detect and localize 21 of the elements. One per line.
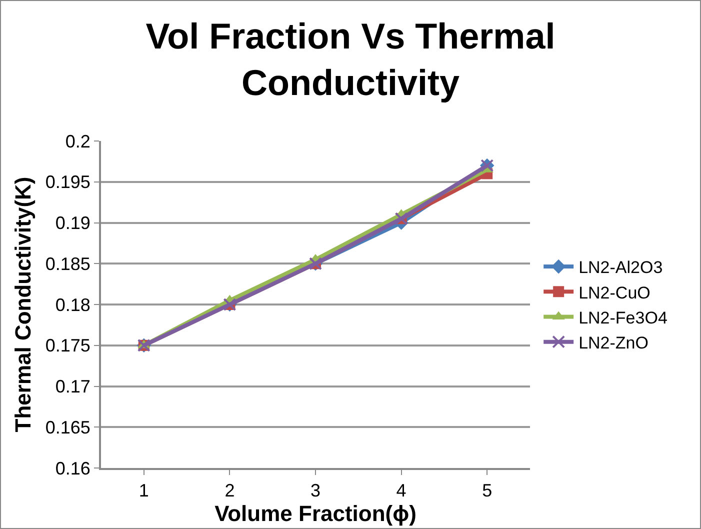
y-tick-label: 0.17	[55, 376, 90, 397]
y-tick-label: 0.195	[45, 172, 90, 192]
x-tick-label: 2	[224, 480, 235, 501]
legend-label: LN2-Al2O3	[578, 258, 663, 278]
y-tick-label: 0.19	[55, 213, 90, 234]
y-tick-label: 0.2	[65, 131, 90, 152]
legend-label: LN2-CuO	[578, 283, 650, 302]
x-tick-label: 3	[310, 480, 321, 501]
y-tick-label: 0.185	[45, 254, 90, 274]
x-tick-label: 4	[396, 480, 406, 501]
y-tick-label: 0.18	[55, 294, 90, 315]
y-tick-label: 0.16	[55, 458, 90, 478]
legend-label: LN2-ZnO	[578, 333, 648, 352]
x-tick-label: 5	[482, 480, 492, 501]
y-axis-title: Thermal Conductivity(K)	[10, 176, 36, 432]
legend-label: LN2-Fe3O4	[578, 308, 668, 328]
y-tick-label: 0.165	[45, 417, 90, 438]
x-axis-title: Volume Fraction(ϕ)	[214, 501, 416, 526]
y-tick-label: 0.175	[45, 336, 90, 356]
chart-title: Vol Fraction Vs Thermal Conductivity	[146, 15, 556, 104]
x-tick-label: 1	[138, 480, 149, 501]
